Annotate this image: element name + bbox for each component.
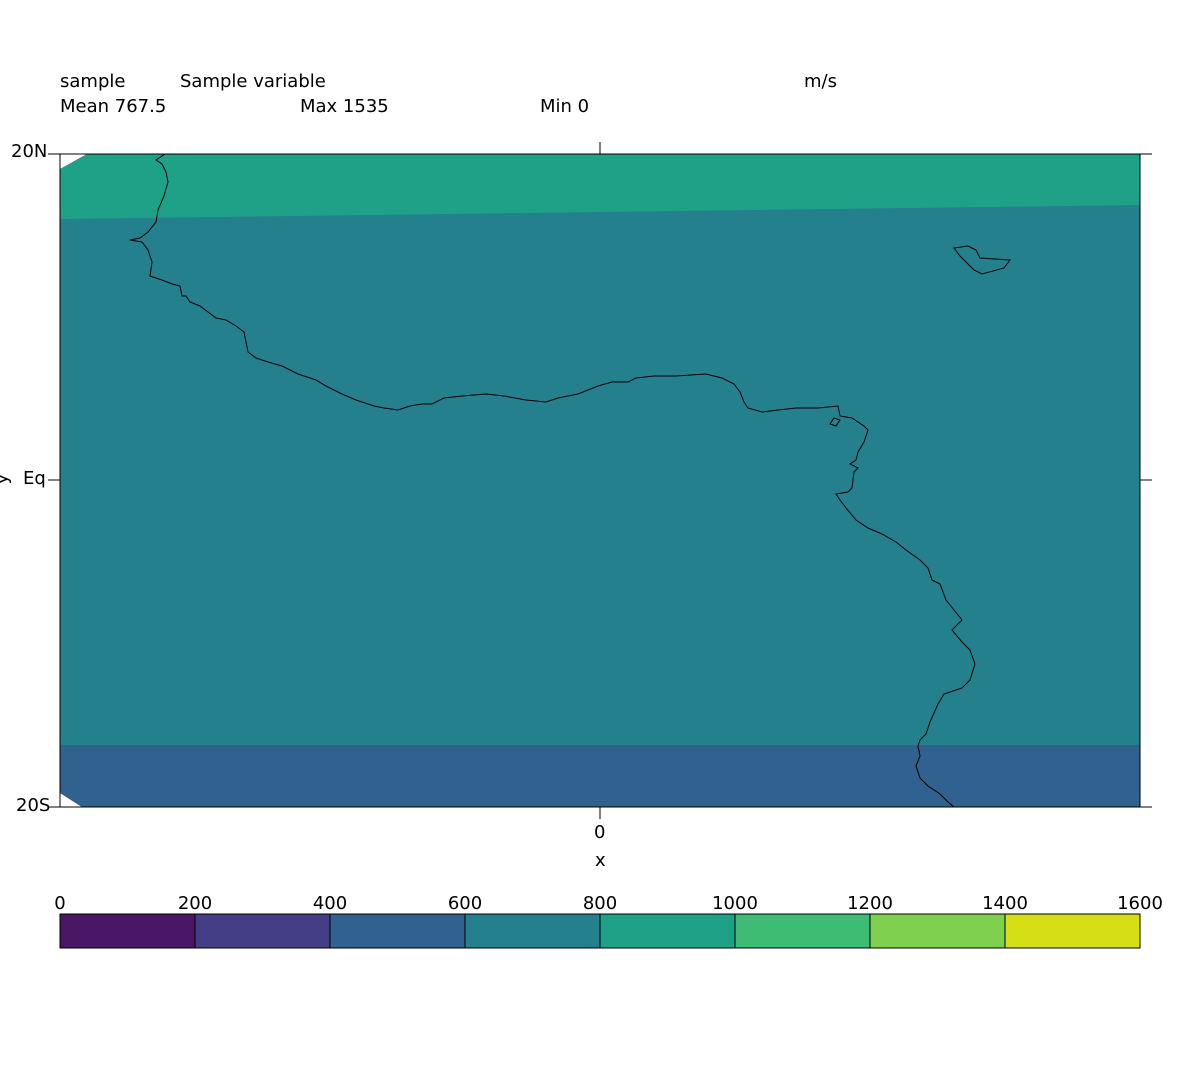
y-tick-eq: Eq — [23, 468, 46, 489]
min-stat: Min 0 — [540, 96, 590, 117]
colorbar-label: 800 — [582, 893, 618, 914]
colorbar-swatch — [194, 913, 331, 949]
lake-island — [829, 417, 841, 427]
colorbar-label: 200 — [177, 893, 213, 914]
colorbar-label: 1000 — [712, 893, 758, 914]
colorbar-label: 600 — [447, 893, 483, 914]
x-tick-0: 0 — [594, 822, 606, 843]
colorbar-swatch — [734, 913, 871, 949]
colorbar-swatch — [59, 913, 196, 949]
colorbar-swatch — [599, 913, 736, 949]
y-axis-label: y — [0, 474, 12, 485]
colorbar-label: 0 — [54, 893, 66, 914]
band-north — [60, 154, 1140, 219]
axis-ticks — [48, 142, 1152, 819]
colorbar — [59, 913, 1141, 949]
coastline — [129, 153, 1011, 808]
band-middle — [60, 154, 1140, 807]
max-stat: Max 1535 — [300, 96, 389, 117]
colorbar-swatch — [1004, 913, 1141, 949]
variable-name: sample — [60, 71, 126, 92]
y-tick-20s: 20S — [16, 795, 51, 816]
colorbar-label: 1200 — [847, 893, 893, 914]
y-tick-20n: 20N — [11, 141, 48, 162]
variable-units: m/s — [804, 71, 837, 92]
contour-fill — [60, 154, 1140, 807]
colorbar-swatch — [329, 913, 466, 949]
colorbar-swatch — [869, 913, 1006, 949]
mean-stat: Mean 767.5 — [60, 96, 167, 117]
colorbar-label: 400 — [312, 893, 348, 914]
lake-victoria — [953, 245, 1011, 275]
band-south — [60, 745, 1140, 807]
x-axis-label: x — [595, 850, 606, 871]
colorbar-label: 1600 — [1117, 893, 1163, 914]
colorbar-label: 1400 — [982, 893, 1028, 914]
colorbar-swatch — [464, 913, 601, 949]
variable-long-name: Sample variable — [180, 71, 326, 92]
